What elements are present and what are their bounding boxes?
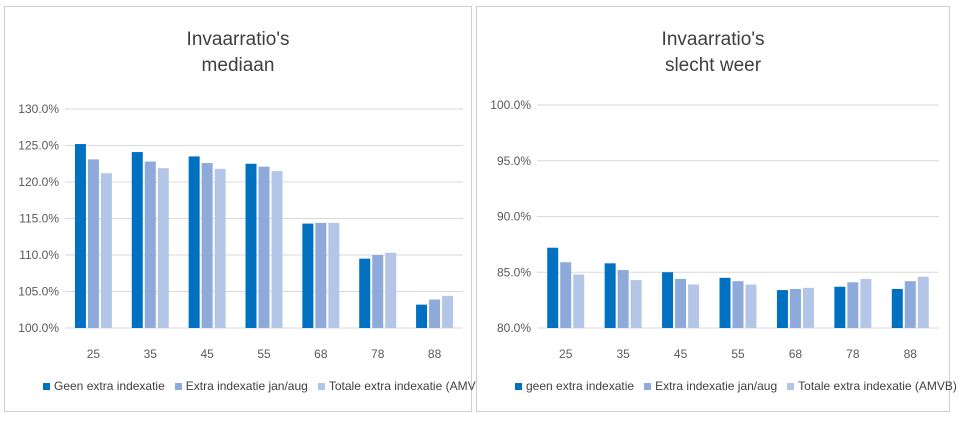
bar [131, 152, 143, 328]
bar-chart-median: 100.0% 105.0% 110.0% 115.0% 120.0% 125.0% 130.… [18, 102, 463, 361]
legend-swatch [174, 382, 182, 390]
y-tick-label: 110.0% [19, 248, 59, 262]
bar [547, 247, 559, 328]
bar [315, 222, 327, 328]
bar [442, 295, 454, 328]
x-tick-label: 35 [144, 347, 158, 361]
legend-item: Geen extra indexatie [43, 379, 165, 393]
x-tick-label: 45 [674, 347, 688, 361]
y-tick-label: 130.0% [18, 102, 59, 116]
legend-label: Totale extra indexatie (AMVB) [328, 379, 488, 393]
bar [802, 287, 814, 328]
legend-label: Extra indexatie jan/aug [655, 379, 778, 393]
chart-panel-median: Invaarratio's mediaan 100.0% 105.0% 110.0%… [4, 6, 488, 412]
bar [188, 156, 200, 328]
bar [87, 159, 99, 328]
bar [100, 173, 112, 328]
bar [891, 288, 903, 328]
legend-swatch [515, 382, 522, 390]
bar [429, 299, 441, 328]
chart-panel-bad-weather: Invaarratio's slecht weer 80.0% 85.0% 90.0… [476, 6, 957, 412]
y-tick-label: 85.0% [497, 265, 531, 279]
bar [860, 278, 872, 328]
legend-label: Extra indexatie jan/aug [185, 379, 308, 393]
bar [789, 288, 801, 328]
legend-label: Totale extra indexatie (AMVB) [798, 379, 957, 393]
x-tick-label: 68 [314, 347, 328, 361]
x-tick-label: 88 [428, 347, 442, 361]
legend-label: Geen extra indexatie [54, 379, 165, 393]
chart-title-line-1: Invaarratio's [186, 29, 290, 50]
legend-item: Totale extra indexatie (AMVB) [787, 379, 957, 393]
legend-swatch [644, 382, 652, 390]
y-tick-label: 120.0% [18, 175, 59, 189]
bar-chart-bad-weather: 80.0% 85.0% 90.0% 95.0% 100.0% 25 35 45 55 68 78 88 [490, 98, 939, 361]
bar [359, 258, 371, 328]
bar [776, 290, 788, 328]
chart-title-line-1: Invaarratio's [661, 29, 765, 50]
bar [732, 281, 744, 328]
legend-label: geen extra indexatie [526, 379, 635, 393]
x-tick-label: 78 [846, 347, 860, 361]
bar [688, 284, 700, 328]
chart-title: Invaarratio's mediaan [5, 27, 471, 79]
legend-item: Extra indexatie jan/aug [644, 379, 777, 393]
y-tick-label: 80.0% [497, 321, 531, 335]
legend-item: Totale extra indexatie (AMVB) [317, 379, 488, 393]
legend-item: Extra indexatie jan/aug [174, 379, 308, 393]
bar [74, 144, 86, 328]
bar [201, 163, 213, 328]
bar [157, 168, 169, 328]
y-tick-label: 90.0% [497, 210, 531, 224]
bar [630, 280, 642, 328]
x-tick-label: 25 [87, 347, 101, 361]
y-tick-label: 125.0% [18, 139, 59, 153]
y-tick-label: 100.0% [18, 321, 59, 335]
bar [258, 166, 270, 328]
y-tick-label: 115.0% [19, 212, 59, 226]
x-tick-label: 78 [371, 347, 385, 361]
x-tick-label: 68 [789, 347, 803, 361]
bar [416, 304, 428, 328]
bar [604, 263, 616, 328]
y-tick-label: 95.0% [497, 154, 531, 168]
bar [617, 270, 629, 328]
bar [917, 276, 929, 328]
legend-swatch [43, 382, 50, 390]
legend-swatch [317, 382, 325, 390]
bar [573, 274, 585, 328]
bar [662, 272, 674, 328]
bar [560, 262, 572, 328]
chart-legend: geen extra indexatie Extra indexatie jan… [515, 379, 957, 393]
legend-swatch [787, 382, 795, 390]
bar [372, 255, 384, 328]
bar [328, 222, 340, 328]
x-tick-label: 25 [559, 347, 573, 361]
bar [834, 286, 846, 328]
chart-legend: Geen extra indexatie Extra indexatie jan… [43, 379, 488, 393]
bar [245, 163, 257, 328]
bar [745, 284, 757, 328]
x-tick-label: 55 [257, 347, 271, 361]
bar [271, 171, 283, 328]
bar [214, 168, 226, 328]
y-tick-label: 105.0% [18, 285, 59, 299]
bar [675, 278, 687, 328]
chart-title: Invaarratio's slecht weer [477, 27, 949, 79]
y-tick-label: 100.0% [490, 98, 531, 112]
x-tick-label: 88 [904, 347, 918, 361]
bar [385, 252, 397, 328]
bar [847, 282, 859, 328]
bar [144, 161, 156, 328]
bar [719, 277, 731, 328]
legend-item: geen extra indexatie [515, 379, 634, 393]
chart-title-line-2: slecht weer [664, 55, 762, 76]
bar [904, 281, 916, 328]
chart-title-line-2: mediaan [201, 55, 275, 76]
bar [302, 223, 314, 328]
x-tick-label: 35 [616, 347, 630, 361]
x-tick-label: 45 [200, 347, 214, 361]
x-tick-label: 55 [731, 347, 745, 361]
